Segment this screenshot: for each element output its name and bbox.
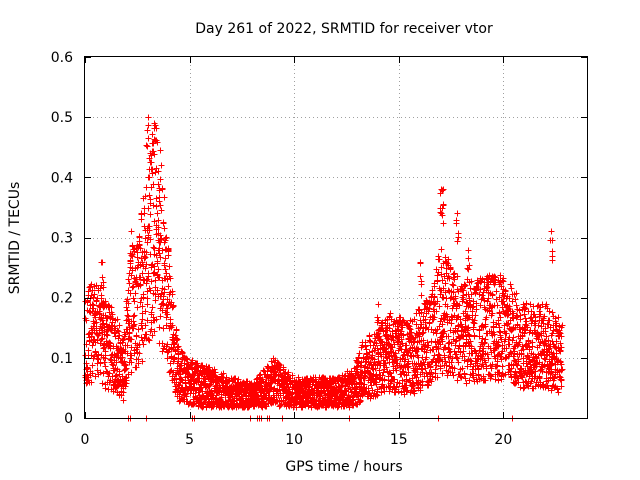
x-tick-label: 0	[81, 432, 90, 448]
y-tick-label: 0.4	[51, 170, 73, 186]
y-tick-label: 0.3	[51, 231, 73, 247]
y-tick-label: 0.2	[51, 291, 73, 307]
x-tick-label: 5	[185, 432, 194, 448]
x-tick-label: 15	[390, 432, 408, 448]
plot-frame	[84, 56, 588, 419]
x-tick-label: 10	[285, 432, 303, 448]
y-axis-label: SRMTID / TECUs	[7, 182, 23, 295]
x-tick-label: 20	[494, 432, 512, 448]
y-tick-label: 0.1	[51, 351, 73, 367]
scatter-point-marks	[82, 114, 566, 422]
axis-tick-labels: 0 5 10 15 20 0 0.1 0.2 0.3 0.4 0.5 0.6	[51, 50, 513, 448]
axis-ticks	[85, 57, 587, 419]
data-points	[82, 114, 566, 422]
chart-title: Day 261 of 2022, SRMTID for receiver vto…	[195, 21, 493, 37]
y-tick-label: 0.5	[51, 110, 73, 126]
y-tick-label: 0.6	[51, 50, 73, 66]
x-axis-label: GPS time / hours	[285, 459, 402, 475]
y-tick-label: 0	[64, 411, 73, 427]
